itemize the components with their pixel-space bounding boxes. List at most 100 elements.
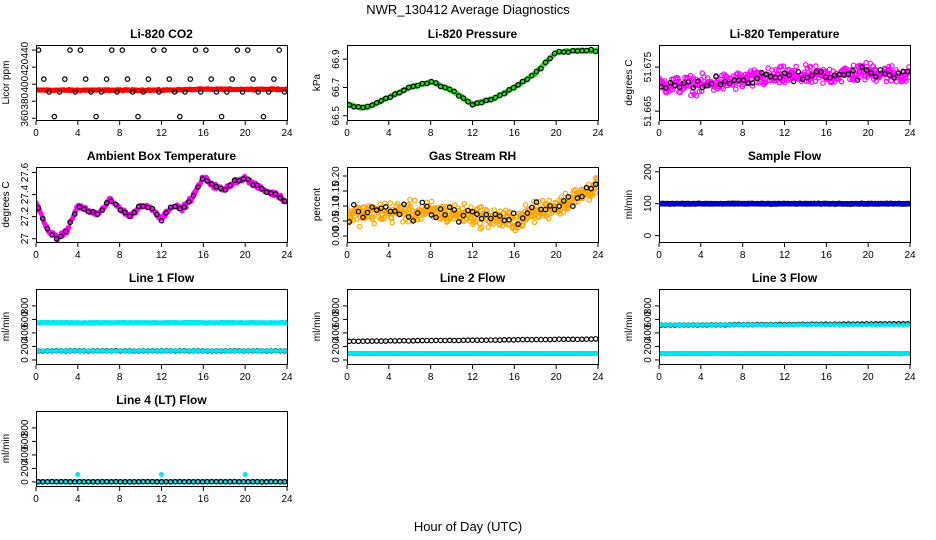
panel-gas-stream-rh-series-1-point xyxy=(542,206,549,213)
panel-line-1-flow-series-2-point xyxy=(67,348,73,354)
panel-ambient-box-temperature-series-1-point xyxy=(245,176,252,183)
panel-line-1-flow-series-2-point xyxy=(76,348,82,354)
panel-line-1-flow-series-2-point xyxy=(250,348,256,354)
panel-line-2-flow-series-1-point xyxy=(478,337,485,344)
panel-line-2-flow-series-1-point xyxy=(583,336,590,343)
panel-gas-stream-rh-series-0-point xyxy=(394,201,401,207)
panel-line-3-flow-ytick-label: 800 xyxy=(643,297,654,314)
panel-gas-stream-rh-series-1-point xyxy=(551,206,558,213)
panel-sample-flow-frame xyxy=(659,167,911,243)
panel-li-820-temperature-series-0-point xyxy=(829,79,835,86)
panel-line-1-flow-series-2-point xyxy=(277,348,283,354)
panel-li-820-co2-series-1-point xyxy=(93,113,99,120)
panel-li-820-pressure-series-1-point xyxy=(424,80,430,87)
panel-line-1-flow-series-2-point xyxy=(209,348,215,354)
panel-line-1-flow: Line 1 Flow ml/min 0 4 8 12 16 20 24 0 20040060080… xyxy=(1,271,293,383)
panel-sample-flow-xtick-label: 16 xyxy=(821,250,833,261)
panel-li-820-pressure-series-1-point xyxy=(542,59,549,66)
panel-line-1-flow-series-2-point xyxy=(186,348,192,354)
panel-ambient-box-temperature-series-1-point xyxy=(122,209,128,216)
panel-line-3-flow-series-2-point xyxy=(795,322,801,328)
panel-li-820-temperature-series-1-point xyxy=(672,82,678,88)
panel-line-1-flow-series-2-point xyxy=(232,348,238,354)
panel-li-820-temperature-series-1-point xyxy=(704,82,710,89)
panel-li-820-pressure-series-1-point xyxy=(487,96,494,103)
panel-gas-stream-rh-series-0-point xyxy=(361,204,367,210)
panel-li-820-co2-series-1-point xyxy=(171,89,178,95)
panel-line-4-lt-flow-frame xyxy=(36,411,288,487)
panel-li-820-temperature-marks xyxy=(659,59,910,99)
panel-line-1-flow-series-2-point xyxy=(163,348,169,354)
panel-gas-stream-rh-series-1-point xyxy=(419,199,426,206)
panel-li-820-pressure-series-1-point xyxy=(515,82,521,88)
panel-ambient-box-temperature-xtick-label: 8 xyxy=(117,250,123,261)
panel-line-1-flow-xtick-label: 8 xyxy=(117,372,123,383)
panel-li-820-co2-frame xyxy=(36,45,288,121)
panel-line-4-lt-flow-ylabel: ml/min xyxy=(1,434,12,463)
panel-line-3-flow-series-2-point xyxy=(818,322,824,328)
panel-line-1-flow-series-2-point xyxy=(282,348,287,354)
panel-sample-flow-ytick-label: 100 xyxy=(643,195,654,212)
panel-ambient-box-temperature-series-0-point xyxy=(66,224,72,230)
panel-line-3-flow-series-2-point xyxy=(718,322,724,328)
panel-ambient-box-temperature-series-1-point xyxy=(195,184,201,190)
panel-li-820-temperature-series-0-point xyxy=(903,78,909,85)
panel-ambient-box-temperature-series-1-point xyxy=(277,195,284,201)
panel-gas-stream-rh-series-1-point xyxy=(478,215,485,222)
panel-line-3-flow-series-2-point xyxy=(873,322,879,328)
panel-line-1-flow-series-2-point xyxy=(200,348,206,354)
panel-line-3-flow-series-2-point xyxy=(708,322,714,328)
panel-li-820-co2-series-1-point xyxy=(124,76,131,82)
panel-gas-stream-rh-series-1-point xyxy=(410,218,417,224)
panel-li-820-pressure-ytick-label: 66.9 xyxy=(331,49,342,69)
panel-gas-stream-rh-series-1-point xyxy=(506,216,512,223)
panel-line-3-flow-series-2-point xyxy=(731,322,737,328)
panel-line-1-flow-series-2-point xyxy=(99,348,105,354)
panel-line-2-flow-ytick-label: 0 xyxy=(331,357,342,363)
panel-li-820-co2-series-1-point xyxy=(140,89,147,95)
panel-gas-stream-rh-series-0-point xyxy=(406,206,413,213)
panel-gas-stream-rh-series-1-point xyxy=(515,221,521,227)
panel-li-820-pressure-series-1-point xyxy=(510,84,517,91)
panel-line-3-flow-series-2-point xyxy=(772,322,778,328)
panel-line-3-flow-series-2-point xyxy=(786,322,792,328)
panel-sample-flow-series-1-point xyxy=(907,201,910,207)
panel-li-820-co2-series-1-point xyxy=(36,47,42,53)
panel-gas-stream-rh-series-1-point xyxy=(360,214,366,221)
panel-line-4-lt-flow-xtick-label: 20 xyxy=(240,494,252,505)
panel-line-2-flow-series-1-point xyxy=(506,336,512,343)
panel-li-820-co2-series-1-point xyxy=(40,76,47,82)
panel-line-3-flow-series-2-point xyxy=(900,322,906,328)
panel-li-820-temperature-ytick-label: 51.675 xyxy=(643,51,654,82)
panel-li-820-temperature-series-0-point xyxy=(820,80,826,86)
panel-li-820-co2-title: Li-820 CO2 xyxy=(130,27,193,41)
panel-line-2-flow-marks xyxy=(347,336,598,357)
panel-li-820-temperature-series-0-point xyxy=(888,63,895,69)
panel-li-820-pressure-series-1-point xyxy=(414,82,421,89)
panel-li-820-temperature-series-1-point xyxy=(777,75,783,81)
panel-line-1-flow-series-2-point xyxy=(44,348,50,354)
panel-li-820-temperature-series-1-point xyxy=(795,68,802,75)
panel-li-820-co2-series-1-point xyxy=(109,47,115,53)
panel-sample-flow-xtick-label: 20 xyxy=(863,250,875,261)
panel-li-820-pressure-series-1-point xyxy=(533,68,540,75)
panel-gas-stream-rh-title: Gas Stream RH xyxy=(429,149,516,163)
panel-line-4-lt-flow-series-2-point xyxy=(75,471,81,477)
panel-gas-stream-rh-series-1-point xyxy=(533,199,540,205)
panel-li-820-temperature-xtick-label: 0 xyxy=(656,128,662,139)
panel-li-820-temperature-series-1-point xyxy=(845,71,852,78)
panel-line-4-lt-flow-series-2-point xyxy=(242,471,248,477)
panel-li-820-co2-ytick-label: 380 xyxy=(20,92,31,109)
panel-li-820-temperature-series-1-point xyxy=(891,74,897,81)
panel-sample-flow-ylabel: ml/min xyxy=(624,190,635,219)
panel-gas-stream-rh-xtick-label: 12 xyxy=(467,250,479,261)
panel-li-820-co2-xtick-label: 16 xyxy=(198,128,210,139)
panel-line-3-flow-series-2-point xyxy=(736,322,742,328)
panel-ambient-box-temperature-ytick-label: 27 xyxy=(20,233,31,245)
panel-line-2-flow-series-1-point xyxy=(387,337,394,344)
panel-ambient-box-temperature-marks xyxy=(36,173,287,242)
panel-gas-stream-rh-series-0-point xyxy=(485,224,492,231)
panel-li-820-temperature-series-1-point xyxy=(895,70,902,77)
panel-li-820-co2-series-1-point xyxy=(229,76,235,82)
panel-gas-stream-rh-series-1-point xyxy=(556,203,563,210)
